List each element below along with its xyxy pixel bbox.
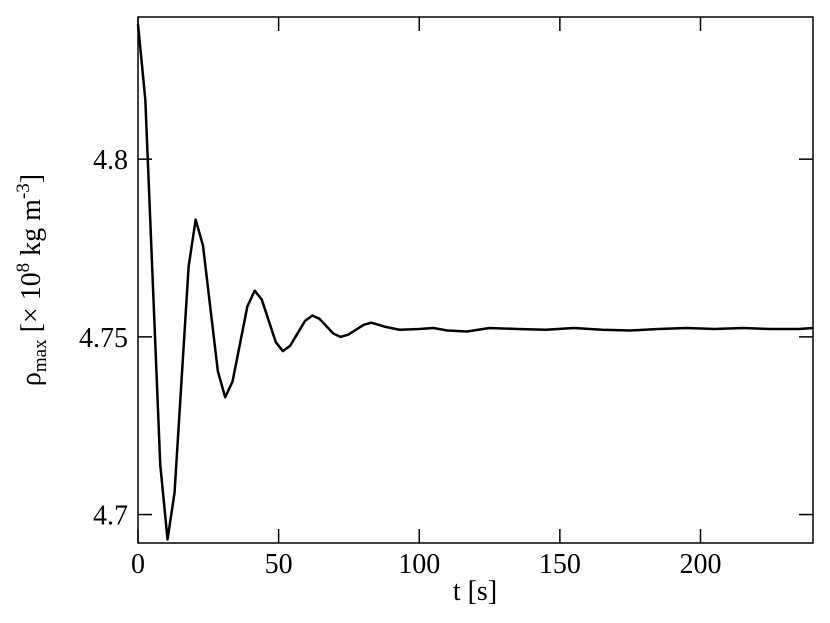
x-tick-label: 150 (539, 549, 581, 580)
x-tick-label: 0 (131, 549, 145, 580)
x-axis-label: t [s] (453, 576, 497, 607)
y-label-part: max (30, 339, 51, 372)
y-label-part: [× 10 (16, 272, 47, 339)
y-tick-label: 4.8 (93, 145, 128, 176)
y-label-part: -3 (13, 183, 34, 199)
y-axis-label: ρmax [× 108 kg m-3] (13, 174, 51, 386)
y-label-part: ρ (16, 372, 47, 386)
x-tick-label: 200 (680, 549, 722, 580)
y-tick-label: 4.75 (79, 323, 128, 354)
data-line (136, 23, 814, 541)
y-label-part: kg m (16, 199, 47, 263)
y-label-part: 8 (13, 263, 34, 273)
y-tick-label: 4.7 (93, 501, 128, 532)
x-tick-label: 50 (265, 549, 293, 580)
y-label-part: ] (16, 174, 47, 183)
plot-frame (137, 16, 814, 544)
x-tick-label: 100 (398, 549, 440, 580)
